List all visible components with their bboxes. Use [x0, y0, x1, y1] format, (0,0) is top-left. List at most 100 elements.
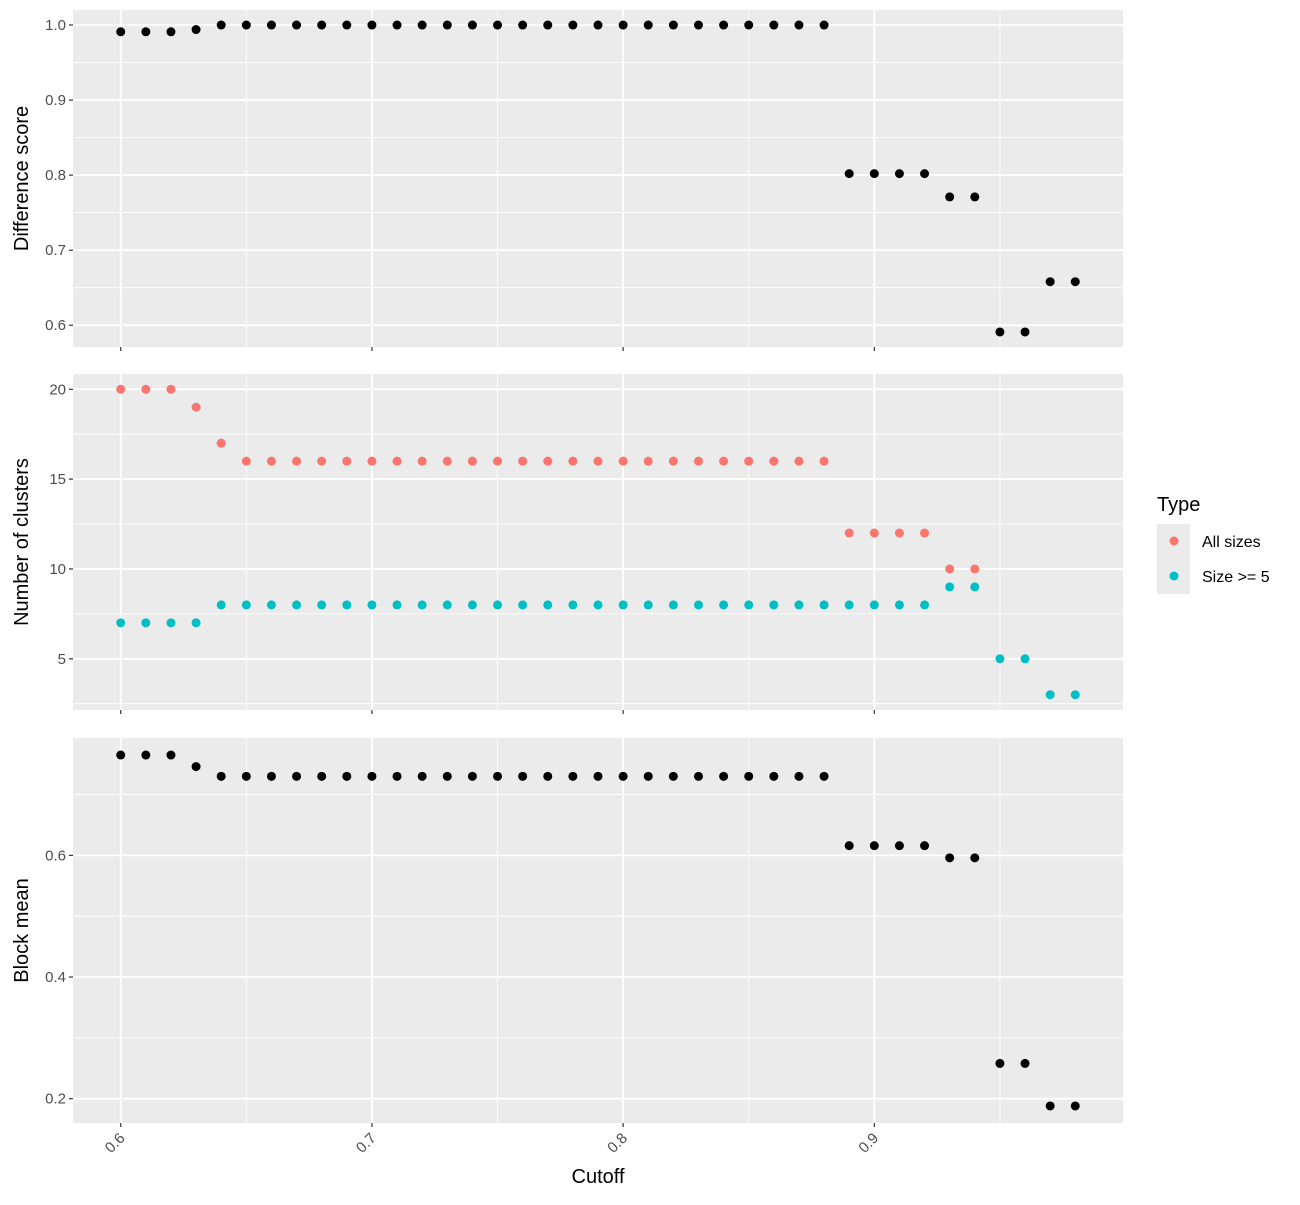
- data-point: [995, 654, 1005, 664]
- data-point: [568, 771, 578, 781]
- data-point: [342, 600, 352, 610]
- data-point: [869, 841, 879, 851]
- legend-label-all-sizes: All sizes: [1202, 534, 1261, 551]
- data-point: [292, 600, 302, 610]
- data-point: [844, 169, 854, 179]
- data-point: [392, 20, 402, 30]
- data-point: [894, 841, 904, 851]
- data-point: [266, 771, 276, 781]
- y-tick-label: 0.4: [45, 969, 66, 986]
- data-point: [643, 20, 653, 30]
- panel-background: [73, 738, 1123, 1123]
- data-point: [543, 600, 553, 610]
- data-point: [1020, 1058, 1030, 1068]
- data-point: [191, 402, 201, 412]
- data-point: [668, 456, 678, 466]
- data-point: [467, 771, 477, 781]
- data-point: [744, 20, 754, 30]
- data-point: [241, 600, 251, 610]
- data-point: [166, 27, 176, 37]
- data-point: [116, 750, 126, 760]
- data-point: [166, 618, 176, 628]
- y-tick-label: 0.6: [45, 317, 66, 334]
- data-point: [493, 771, 503, 781]
- data-point: [1045, 277, 1055, 287]
- data-point: [945, 582, 955, 592]
- data-point: [518, 456, 528, 466]
- y-tick-label: 1.0: [45, 17, 66, 34]
- legend-key-size-ge-5: [1169, 571, 1179, 581]
- data-point: [995, 327, 1005, 337]
- data-point: [166, 750, 176, 760]
- y-tick-label: 0.2: [45, 1091, 66, 1108]
- data-point: [216, 771, 226, 781]
- data-point: [493, 20, 503, 30]
- data-point: [995, 1058, 1005, 1068]
- data-point: [794, 771, 804, 781]
- data-point: [593, 771, 603, 781]
- data-point: [317, 20, 327, 30]
- data-point: [1070, 1101, 1080, 1111]
- data-point: [744, 456, 754, 466]
- data-point: [668, 600, 678, 610]
- data-point: [342, 456, 352, 466]
- data-point: [719, 20, 729, 30]
- data-point: [342, 20, 352, 30]
- data-point: [693, 456, 703, 466]
- y-tick-label: 15: [49, 471, 66, 488]
- data-point: [819, 20, 829, 30]
- data-point: [1045, 1101, 1055, 1111]
- data-point: [819, 456, 829, 466]
- data-point: [292, 20, 302, 30]
- data-point: [920, 600, 930, 610]
- x-tick-label: 0.8: [604, 1130, 631, 1157]
- data-point: [970, 853, 980, 863]
- data-point: [593, 20, 603, 30]
- data-point: [894, 600, 904, 610]
- data-point: [618, 456, 628, 466]
- data-point: [417, 600, 427, 610]
- data-point: [1070, 277, 1080, 287]
- y-axis-title: Number of clusters: [11, 458, 33, 626]
- y-axis-title: Block mean: [11, 878, 33, 983]
- data-point: [116, 384, 126, 394]
- data-point: [744, 600, 754, 610]
- data-point: [367, 20, 377, 30]
- data-point: [618, 600, 628, 610]
- panel-2: 5 10 15 20 Number of clusters: [11, 374, 1123, 714]
- x-tick-label: 0.7: [353, 1130, 380, 1157]
- data-point: [241, 456, 251, 466]
- data-point: [266, 456, 276, 466]
- data-point: [543, 771, 553, 781]
- data-point: [769, 456, 779, 466]
- data-point: [141, 27, 151, 37]
- data-point: [493, 456, 503, 466]
- data-point: [794, 456, 804, 466]
- data-point: [518, 20, 528, 30]
- data-point: [643, 456, 653, 466]
- data-point: [819, 771, 829, 781]
- data-point: [392, 456, 402, 466]
- data-point: [467, 456, 477, 466]
- data-point: [467, 20, 477, 30]
- data-point: [518, 600, 528, 610]
- data-point: [417, 20, 427, 30]
- data-point: [593, 456, 603, 466]
- data-point: [719, 771, 729, 781]
- panel-background: [73, 374, 1123, 710]
- y-tick-label: 0.9: [45, 92, 66, 109]
- data-point: [1020, 327, 1030, 337]
- data-point: [518, 771, 528, 781]
- data-point: [869, 600, 879, 610]
- panels-layer: 0.6 0.7 0.8 0.9 1.0 Difference score 5 10 15 20 Nu…: [11, 10, 1123, 1157]
- data-point: [191, 618, 201, 628]
- data-point: [442, 20, 452, 30]
- data-point: [794, 600, 804, 610]
- data-point: [317, 771, 327, 781]
- data-point: [945, 564, 955, 574]
- data-point: [367, 600, 377, 610]
- data-point: [241, 771, 251, 781]
- data-point: [216, 438, 226, 448]
- y-tick-label: 20: [49, 381, 66, 398]
- data-point: [442, 600, 452, 610]
